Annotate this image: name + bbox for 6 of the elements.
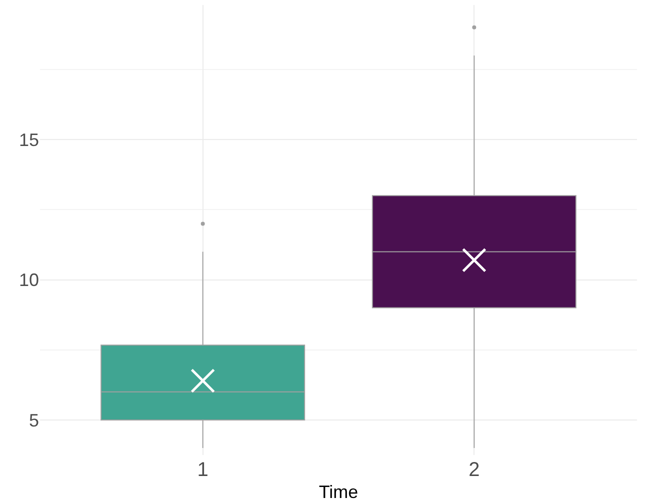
y-tick-label: 10 [18,270,39,290]
y-tick-label: 15 [18,130,39,150]
x-tick-label: 1 [197,459,208,481]
x-tick-label: 2 [468,459,480,481]
x-axis-title: Time [318,482,358,502]
y-tick-label: 5 [28,410,39,430]
